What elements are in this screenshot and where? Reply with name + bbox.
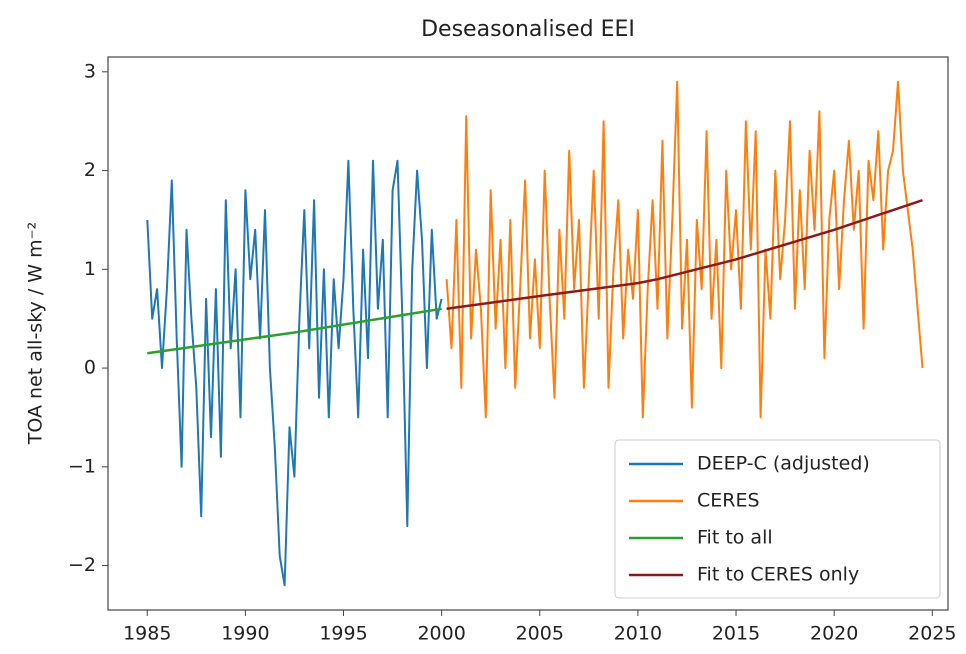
legend-label: Fit to all [697, 527, 773, 549]
legend-label: DEEP-C (adjusted) [697, 453, 870, 475]
x-tick-label: 2025 [908, 623, 956, 645]
y-tick-label: 2 [84, 159, 96, 181]
x-tick-label: 1985 [123, 623, 171, 645]
x-tick-label: 2015 [712, 623, 760, 645]
y-tick-label: 1 [84, 258, 96, 280]
legend-label: CERES [697, 490, 760, 512]
series-line [445, 80, 924, 419]
y-tick-label: −2 [68, 554, 96, 576]
legend-box [614, 439, 941, 599]
legend-label: Fit to CERES only [697, 564, 859, 586]
x-tick-label: 2005 [516, 623, 564, 645]
x-tick-label: 2020 [810, 623, 858, 645]
series-line [146, 159, 443, 587]
plot-frame [107, 56, 949, 611]
y-tick-label: 3 [84, 60, 96, 82]
chart-title: Deseasonalised EEI [421, 17, 635, 42]
x-tick-label: 1995 [319, 623, 367, 645]
y-tick-label: 0 [84, 357, 96, 379]
x-tick-label: 2010 [614, 623, 662, 645]
x-tick-label: 1990 [221, 623, 269, 645]
y-axis-label: TOA net all-sky / W m⁻² [25, 222, 47, 445]
series-line [147, 307, 442, 355]
x-tick-label: 2000 [417, 623, 465, 645]
series-line [446, 199, 923, 311]
y-tick-label: −1 [68, 455, 96, 477]
